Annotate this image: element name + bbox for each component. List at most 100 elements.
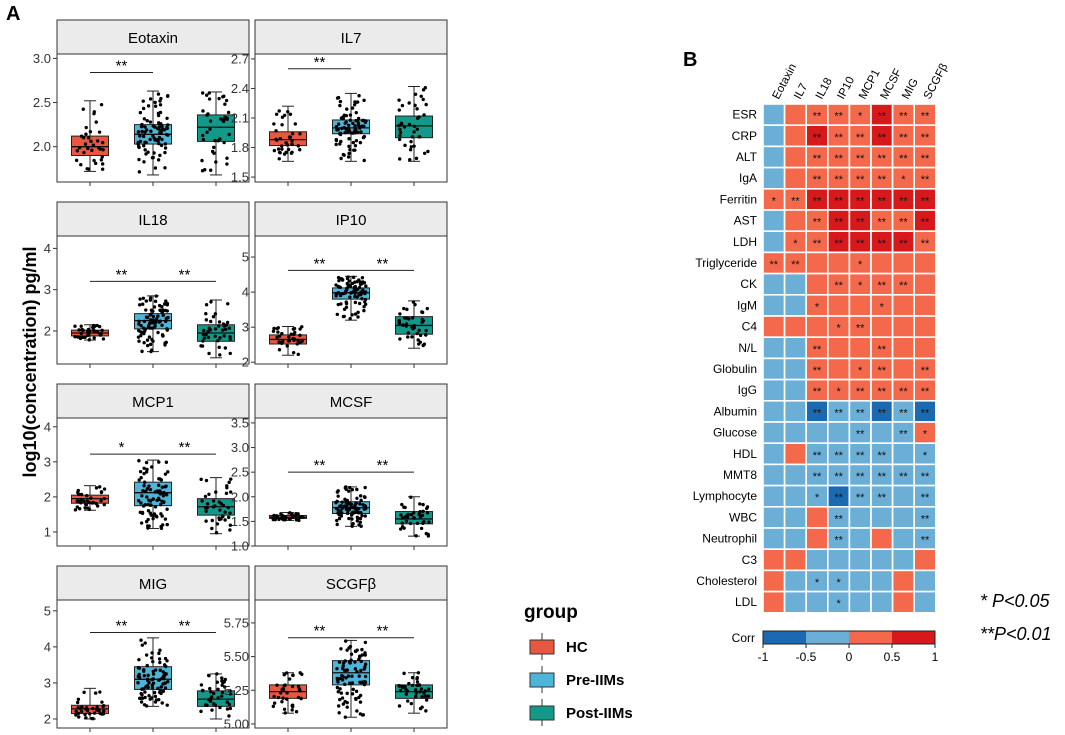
data-point-hc [76, 711, 81, 716]
data-point-pre-iims [157, 697, 161, 702]
data-point-hc [87, 338, 92, 342]
data-point-post-iims [213, 334, 217, 339]
data-point-pre-iims [359, 498, 363, 503]
heatmap-cell [805, 421, 829, 445]
heatmap-cell [913, 272, 937, 296]
data-point-hc [296, 352, 300, 357]
data-point-hc [79, 134, 84, 138]
heatmap-cell [783, 209, 807, 233]
data-point-post-iims [211, 505, 216, 509]
y-tick-label: 2.0 [231, 489, 249, 504]
data-point-hc [276, 147, 281, 151]
data-point-hc [82, 499, 86, 503]
data-point-pre-iims [148, 488, 153, 492]
data-point-pre-iims [357, 278, 361, 282]
data-point-pre-iims [143, 140, 147, 144]
data-point-hc [284, 150, 288, 155]
data-point-pre-iims [142, 480, 147, 484]
data-point-pre-iims [158, 99, 162, 103]
data-point-pre-iims [149, 129, 153, 133]
data-point-pre-iims [140, 643, 145, 647]
data-point-pre-iims [347, 151, 351, 156]
data-point-post-iims [406, 512, 410, 517]
heatmap-row-label-glucose: Glucose [713, 426, 757, 440]
heatmap-row-label-iga: IgA [739, 171, 757, 185]
panel-a-label: A [6, 3, 20, 25]
data-point-hc [84, 132, 88, 136]
data-point-pre-iims [345, 700, 349, 705]
data-point-post-iims [213, 312, 218, 316]
data-point-post-iims [225, 116, 229, 120]
data-point-hc [77, 145, 82, 150]
heatmap-row-label-ck: CK [740, 277, 757, 291]
data-point-hc [283, 711, 287, 715]
data-point-pre-iims [152, 512, 157, 516]
data-point-pre-iims [153, 299, 158, 304]
data-point-pre-iims [161, 682, 165, 686]
data-point-pre-iims [357, 523, 361, 527]
y-tick-label: 3.0 [231, 440, 249, 455]
heatmap-cell [762, 399, 786, 423]
heatmap-cell-star: ** [899, 132, 908, 144]
data-point-pre-iims [336, 275, 341, 280]
data-point-pre-iims [160, 304, 164, 309]
boxplot-il18: IL18 2 3 4 ** ** [44, 201, 250, 368]
data-point-pre-iims [344, 300, 348, 304]
heatmap-cell [870, 421, 894, 445]
data-point-pre-iims [156, 686, 160, 691]
data-point-hc [271, 517, 275, 522]
data-point-hc [282, 113, 287, 117]
data-point-hc [84, 125, 88, 130]
data-point-hc [87, 332, 91, 337]
data-point-pre-iims [151, 314, 156, 319]
heatmap-row-label-lymphocyte: Lymphocyte [693, 489, 758, 503]
heatmap-cell-star: ** [834, 174, 843, 186]
data-point-post-iims [404, 519, 409, 523]
data-point-post-iims [403, 505, 407, 510]
legend-swatch-hc [529, 639, 555, 655]
data-point-pre-iims [145, 119, 149, 123]
data-point-post-iims [208, 328, 213, 332]
heatmap-cell [826, 357, 851, 381]
heatmap-cell [826, 421, 851, 445]
data-point-pre-iims [346, 500, 350, 505]
data-point-pre-iims [346, 275, 350, 279]
data-point-post-iims [424, 709, 428, 713]
data-point-pre-iims [347, 144, 351, 149]
data-point-pre-iims [165, 301, 170, 306]
data-point-pre-iims [357, 507, 361, 511]
colorbar-tick-label: 1 [932, 650, 939, 664]
data-point-post-iims [205, 506, 209, 510]
y-tick-label: 5.25 [224, 683, 249, 698]
data-point-pre-iims [144, 653, 149, 657]
data-point-post-iims [417, 513, 421, 517]
heatmap-cell [762, 230, 786, 254]
data-point-hc [296, 695, 301, 700]
data-point-pre-iims [335, 518, 339, 523]
data-point-pre-iims [137, 328, 141, 333]
data-point-pre-iims [138, 469, 143, 474]
heatmap-cell-star: * [772, 195, 777, 207]
data-point-post-iims [225, 162, 229, 166]
data-point-hc [287, 339, 292, 343]
data-point-pre-iims [355, 288, 359, 292]
heatmap-cell-star: ** [813, 132, 822, 144]
data-point-pre-iims [137, 170, 142, 174]
data-point-post-iims [202, 328, 206, 333]
data-point-pre-iims [147, 694, 151, 698]
data-point-hc [99, 490, 104, 494]
strip-ip10 [254, 201, 448, 237]
data-point-pre-iims [145, 128, 149, 132]
legend-label-post-iims: Post-IIMs [566, 705, 633, 722]
heatmap-cell [783, 421, 807, 445]
heatmap-cell [891, 336, 915, 360]
data-point-post-iims [219, 694, 224, 698]
data-point-hc [277, 348, 282, 352]
data-point-pre-iims [142, 117, 147, 121]
data-point-post-iims [218, 336, 222, 340]
heatmap-cell [891, 569, 915, 593]
heatmap-cell-star: ** [856, 450, 865, 462]
data-point-post-iims [408, 148, 413, 152]
heatmap-cell [783, 442, 807, 466]
data-point-hc [95, 504, 100, 508]
